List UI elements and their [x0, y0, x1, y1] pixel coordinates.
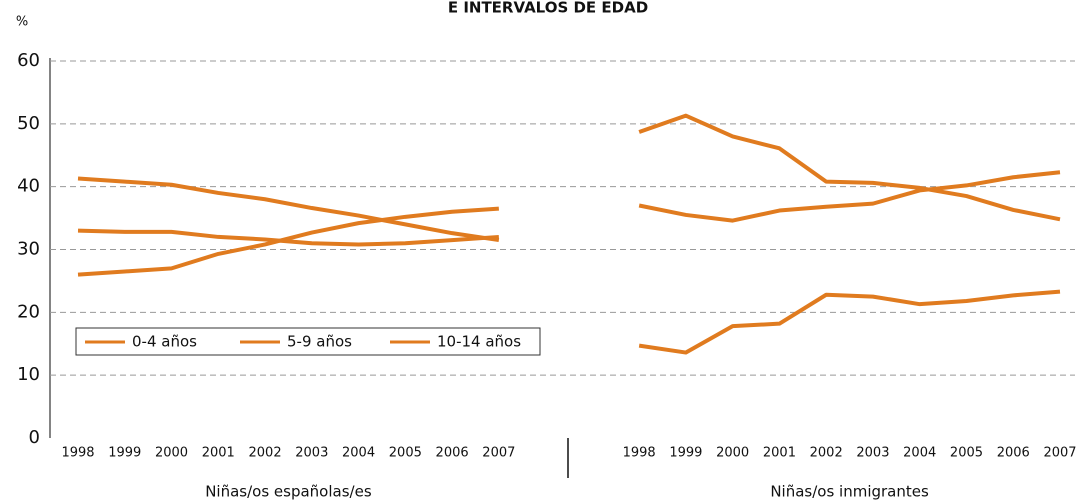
x-tick-label: 1998: [61, 446, 94, 461]
x-tick-label: 2006: [436, 446, 469, 461]
y-tick-label: 20: [17, 301, 40, 322]
legend-label: 5-9 años: [287, 333, 352, 351]
y-axis-label: %: [16, 15, 28, 30]
group-label: Niñas/os inmigrantes: [770, 483, 929, 501]
x-tick-label: 2005: [950, 446, 983, 461]
x-tick-label: 2002: [810, 446, 843, 461]
y-tick-label: 10: [17, 364, 40, 385]
legend-label: 0-4 años: [132, 333, 197, 351]
chart-title: E INTERVALOS DE EDAD: [448, 0, 648, 17]
x-tick-label: 2004: [903, 446, 936, 461]
x-tick-label: 2007: [482, 446, 515, 461]
legend-box: [75, 327, 541, 356]
y-tick-label: 60: [17, 50, 40, 71]
y-tick-label: 0: [29, 427, 40, 448]
x-tick-label: 2001: [202, 446, 235, 461]
y-tick-label: 30: [17, 239, 40, 260]
x-tick-label: 1998: [623, 446, 656, 461]
line-series: [77, 113, 1061, 243]
x-tick-label: 1999: [108, 446, 141, 461]
y-tick-label: 50: [17, 113, 40, 134]
x-tick-label: 2005: [389, 446, 422, 461]
line-series: [77, 170, 1061, 247]
x-tick-label: 2000: [716, 446, 749, 461]
x-tick-label: 2000: [155, 446, 188, 461]
y-tick-label: 40: [17, 176, 40, 197]
x-tick-label: 2001: [763, 446, 796, 461]
x-tick-label: 2004: [342, 446, 375, 461]
line-series: [77, 206, 1061, 355]
group-label: Niñas/os españolas/es: [205, 483, 372, 501]
x-tick-label: 2003: [856, 446, 889, 461]
legend-label: 10-14 años: [437, 333, 521, 351]
x-tick-label: 2007: [1043, 446, 1076, 461]
x-tick-label: 2003: [295, 446, 328, 461]
x-tick-label: 1999: [669, 446, 702, 461]
x-tick-label: 2002: [249, 446, 282, 461]
x-tick-label: 2006: [997, 446, 1030, 461]
